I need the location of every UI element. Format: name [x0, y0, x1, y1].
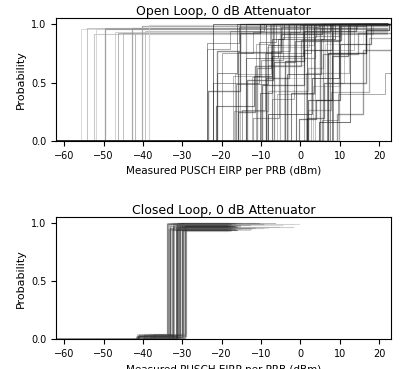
Title: Open Loop, 0 dB Attenuator: Open Loop, 0 dB Attenuator — [136, 6, 311, 18]
X-axis label: Measured PUSCH EIRP per PRB (dBm): Measured PUSCH EIRP per PRB (dBm) — [126, 166, 321, 176]
X-axis label: Measured PUSCH EIRP per PRB (dBm): Measured PUSCH EIRP per PRB (dBm) — [126, 365, 321, 369]
Y-axis label: Probability: Probability — [16, 249, 26, 308]
Y-axis label: Probability: Probability — [16, 50, 26, 109]
Title: Closed Loop, 0 dB Attenuator: Closed Loop, 0 dB Attenuator — [132, 204, 316, 217]
